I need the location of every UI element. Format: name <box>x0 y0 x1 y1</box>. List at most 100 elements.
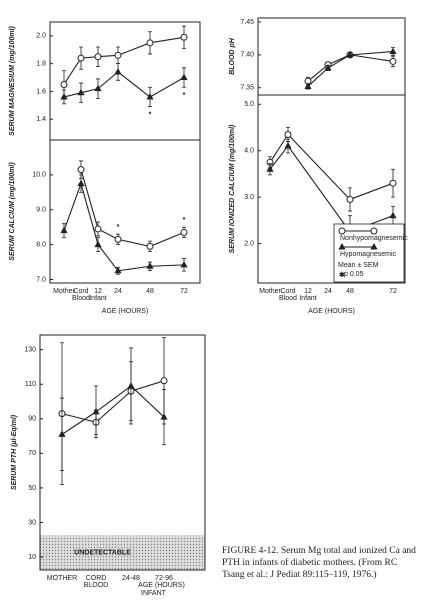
x-tick-label: 24 <box>114 288 122 295</box>
marker <box>180 260 188 268</box>
x-sublabel: BLOOD <box>84 582 109 589</box>
y-tick-label: 1.4 <box>36 116 46 123</box>
marker <box>146 92 154 100</box>
marker <box>114 235 122 243</box>
y-tick-label: 7.35 <box>240 85 254 92</box>
marker <box>160 377 168 385</box>
y-tick-label: 9.0 <box>36 207 46 214</box>
y-axis-title: SERUM CALCIUM (mg/100ml) <box>9 162 16 261</box>
x-tick-label: Mother <box>259 288 281 295</box>
series-line <box>63 181 185 272</box>
marker <box>180 73 188 81</box>
plot-frame <box>49 139 201 284</box>
y-tick-label: 70 <box>28 450 36 457</box>
marker <box>77 54 85 62</box>
marker <box>94 225 102 233</box>
marker <box>389 179 397 187</box>
x-sublabel: Infant <box>89 295 107 302</box>
y-axis-title: SERUM MAGNESIUM (mg/100ml) <box>9 25 16 135</box>
marker <box>146 242 154 250</box>
x-tick-label: 72-96 <box>155 575 173 582</box>
x-tick-label: Mother <box>53 288 75 295</box>
x-tick-label: 12 <box>304 288 312 295</box>
legend-label: Nonhypomagnesemic <box>340 235 408 242</box>
y-tick-label: 1.6 <box>36 88 46 95</box>
x-sublabel: Blood <box>279 295 297 302</box>
y-tick-label: 10.0 <box>32 172 46 179</box>
marker <box>389 47 397 55</box>
plot-frame <box>257 17 406 96</box>
marker <box>114 51 122 59</box>
series-line <box>307 54 394 82</box>
undetectable-label: UNDETECTABLE <box>74 550 131 557</box>
marker <box>346 50 354 58</box>
significance-mark: * <box>183 92 186 99</box>
y-axis-title: SERUM IONIZED CALCIUM (mg/100ml) <box>229 124 236 253</box>
series-line <box>269 133 394 201</box>
y-tick-label: 50 <box>28 485 36 492</box>
y-tick-label: 90 <box>28 416 36 423</box>
marker <box>389 211 397 219</box>
x-tick-label: 48 <box>146 288 154 295</box>
marker <box>180 228 188 236</box>
x-tick-label: MOTHER <box>47 575 77 582</box>
y-tick-label: 5.0 <box>244 101 254 108</box>
marker <box>324 64 332 71</box>
x-axis-title: AGE (HOURS) <box>138 582 185 589</box>
marker <box>114 67 122 75</box>
series-line <box>63 36 185 85</box>
significance-mark: * <box>183 217 186 224</box>
series-line <box>80 169 185 247</box>
y-tick-label: 110 <box>25 381 36 388</box>
y-tick-label: 130 <box>24 347 36 354</box>
x-axis-title: AGE (HOURS) <box>308 308 355 315</box>
marker <box>338 227 346 235</box>
x-tick-label: Cord <box>280 288 295 295</box>
marker <box>146 262 154 269</box>
y-tick-label: 2.0 <box>244 240 254 247</box>
x-tick-label: Cord <box>73 288 88 295</box>
y-tick-label: 2.0 <box>36 33 46 40</box>
x-axis-title: AGE (HOURS) <box>102 308 149 315</box>
x-group-label: INFANT <box>141 590 167 597</box>
marker <box>114 266 122 274</box>
x-tick-label: 24 <box>324 288 332 295</box>
marker <box>346 195 354 203</box>
marker <box>266 165 274 172</box>
significance-mark: * <box>149 112 152 119</box>
marker <box>60 226 68 234</box>
x-sublabel: Infant <box>299 295 317 302</box>
marker <box>160 413 168 420</box>
x-tick-label: 12 <box>94 288 102 295</box>
legend-label: Hypomagnesemic <box>340 251 397 258</box>
series-line <box>269 145 394 233</box>
marker <box>77 179 85 187</box>
marker <box>304 82 312 89</box>
y-tick-label: 7.40 <box>240 52 254 59</box>
x-tick-label: 72 <box>180 288 188 295</box>
y-tick-label: 30 <box>28 519 36 526</box>
legend-note: p 0.05 <box>344 271 364 278</box>
x-tick-label: 48 <box>346 288 354 295</box>
series-line <box>61 385 165 435</box>
undetectable-band <box>40 535 205 570</box>
y-tick-label: 4.0 <box>244 148 254 155</box>
marker <box>370 227 378 235</box>
series-line <box>63 71 185 98</box>
y-tick-label: 7.0 <box>36 276 46 283</box>
marker <box>127 381 135 389</box>
marker <box>92 407 100 415</box>
series-line <box>307 51 394 87</box>
marker <box>60 80 68 88</box>
plot-frame <box>39 334 206 571</box>
marker <box>94 240 102 248</box>
legend-note: Mean ± SEM <box>338 262 379 269</box>
legend-asterisk: ✱ <box>339 271 345 279</box>
significance-mark: * <box>117 224 120 231</box>
marker <box>77 88 85 96</box>
y-tick-label: 1.8 <box>36 60 46 67</box>
y-axis-title: BLOOD pH <box>229 37 236 74</box>
x-tick-label: 72 <box>389 288 397 295</box>
